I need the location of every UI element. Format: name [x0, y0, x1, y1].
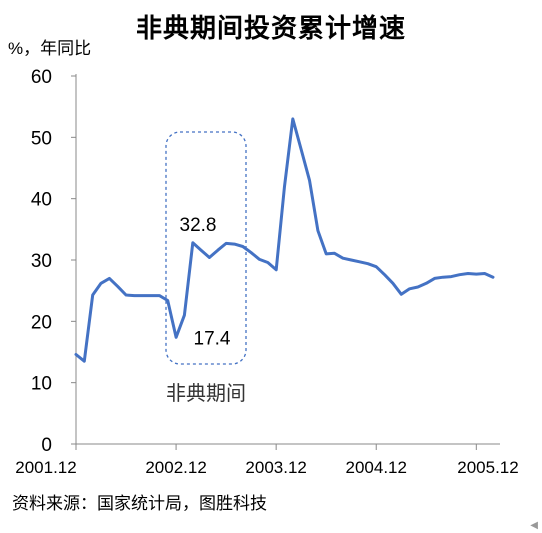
- y-tick-label: 50: [31, 128, 52, 149]
- data-label-trough: 17.4: [194, 328, 231, 349]
- y-tick-label: 60: [31, 67, 52, 88]
- highlight-region-label: 非典期间: [166, 382, 246, 405]
- y-tick-label: 10: [31, 374, 52, 395]
- x-tick-label: 2004.12: [346, 458, 407, 477]
- x-tick-label: 2001.12: [15, 458, 76, 477]
- y-tick-label: 30: [31, 251, 52, 272]
- chart-title: 非典期间投资累计增速: [135, 13, 406, 43]
- y-tick-label: 20: [31, 312, 52, 333]
- series-line: [74, 117, 495, 363]
- x-tick-label: 2003.12: [245, 458, 306, 477]
- y-tick-label: 40: [31, 190, 52, 211]
- x-tick-label: 2002.12: [145, 458, 206, 477]
- corner-mark: ◀: [530, 520, 538, 531]
- y-tick-label: 0: [41, 435, 52, 456]
- x-tick-label: 2005.12: [457, 458, 518, 477]
- source-note: 资料来源：国家统计局，图胜科技: [12, 494, 267, 513]
- data-label-peak: 32.8: [180, 215, 217, 236]
- y-axis-label: %，年同比: [8, 39, 92, 58]
